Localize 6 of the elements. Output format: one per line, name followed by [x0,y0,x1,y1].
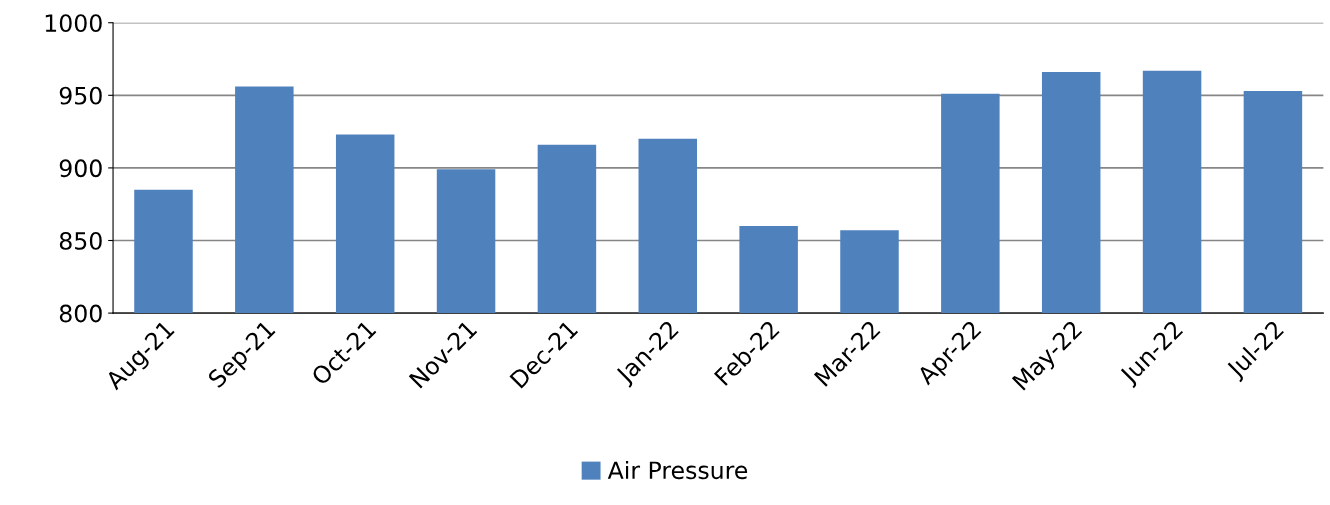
y-tick-label: 900 [59,159,102,178]
legend-label: Air Pressure [607,460,748,480]
y-tick-label: 1000 [45,14,102,33]
y-tick-label: 800 [59,304,102,323]
y-tick-label: 950 [59,86,102,105]
y-tick-label: 850 [59,231,102,250]
